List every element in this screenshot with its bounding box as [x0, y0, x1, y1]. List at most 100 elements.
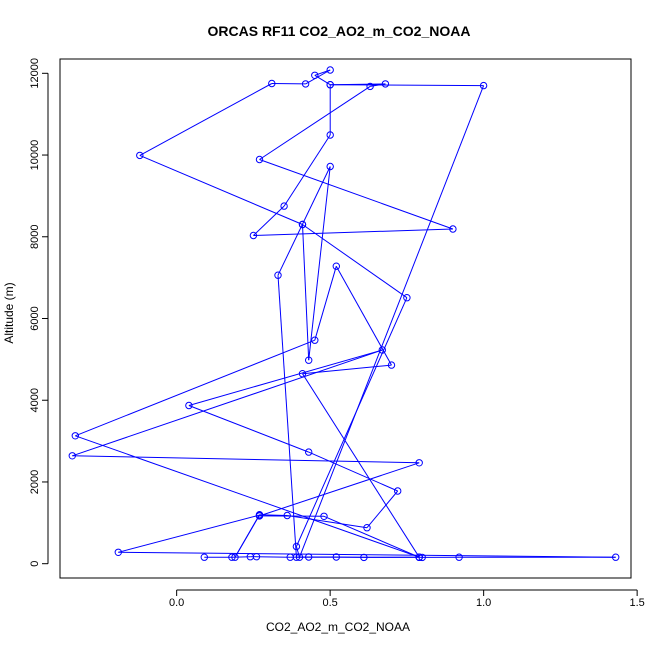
x-tick-label: 0.5 — [323, 597, 338, 609]
series-segment — [139, 83, 273, 156]
data-point — [378, 346, 386, 354]
data-point — [403, 294, 411, 302]
series-segment — [314, 69, 331, 76]
data-point — [311, 336, 319, 344]
data-point — [298, 370, 307, 378]
y-tick-label: 0 — [29, 561, 41, 567]
y-tick-label: 4000 — [29, 388, 41, 412]
data-point — [252, 553, 261, 561]
data-point — [298, 220, 307, 229]
series-segment — [302, 224, 310, 361]
x-tick-label: 1.0 — [476, 597, 491, 609]
series-segment — [302, 224, 408, 299]
series-segment — [314, 266, 337, 341]
data-point — [228, 553, 236, 561]
data-point — [320, 512, 328, 520]
series-segment — [253, 205, 285, 236]
series-segment — [118, 514, 260, 553]
plot-frame — [59, 58, 632, 579]
data-point — [415, 553, 423, 561]
data-point — [114, 548, 123, 556]
data-point — [280, 202, 288, 210]
series-segment — [259, 85, 371, 160]
data-point — [326, 66, 334, 74]
series-segment — [259, 159, 454, 230]
data-point — [311, 71, 319, 80]
data-point — [394, 487, 402, 495]
series-segment — [75, 435, 420, 558]
data-point — [455, 553, 463, 561]
series-segment — [323, 515, 420, 558]
series-segment — [75, 339, 315, 437]
series-segment — [295, 297, 408, 547]
data-point — [295, 553, 304, 561]
series-segment — [308, 166, 331, 361]
data-point — [71, 432, 80, 440]
data-point — [387, 361, 396, 369]
data-point — [326, 162, 334, 171]
series-segment — [287, 515, 368, 529]
data-point — [305, 448, 313, 456]
data-point — [332, 262, 340, 270]
series-segment — [366, 490, 399, 529]
series-segment — [308, 451, 398, 492]
data-point — [68, 452, 77, 460]
data-point — [231, 553, 239, 561]
data-point — [292, 542, 301, 551]
data-point — [326, 81, 334, 89]
series-segment — [188, 405, 309, 453]
data-point — [479, 81, 488, 90]
y-tick-label: 8000 — [29, 225, 41, 249]
series-segment — [188, 349, 383, 406]
data-point — [366, 82, 374, 91]
x-axis-label: CO2_AO2_m_CO2_NOAA — [266, 620, 410, 634]
series-layer — [68, 66, 620, 562]
data-point — [449, 225, 457, 233]
data-point — [301, 80, 310, 88]
x-tick-label: 0.0 — [169, 597, 184, 609]
data-point — [305, 356, 313, 364]
series-segment — [72, 455, 420, 464]
data-point — [363, 524, 371, 532]
y-axis: 0 2000 4000 6000 8000 10000 12000 — [29, 58, 49, 567]
data-point — [249, 231, 258, 240]
series-segment — [299, 85, 485, 558]
series-segment — [118, 551, 616, 558]
y-tick-label: 6000 — [29, 306, 41, 330]
data-point — [305, 553, 313, 561]
data-point — [255, 512, 264, 520]
data-point — [200, 553, 209, 561]
data-point — [283, 511, 291, 520]
y-tick-label: 10000 — [29, 140, 41, 171]
data-point — [185, 401, 193, 410]
series-segment — [277, 275, 297, 558]
data-point — [415, 459, 423, 467]
data-point — [381, 80, 390, 88]
data-point — [136, 151, 144, 160]
chart-title: ORCAS RF11 CO2_AO2_m_CO2_NOAA — [208, 23, 471, 39]
series-segment — [283, 134, 331, 207]
x-axis: 0.0 0.5 1.0 1.5 — [169, 589, 645, 609]
series-segment — [72, 349, 383, 457]
data-point — [612, 553, 620, 561]
data-point — [326, 131, 334, 139]
series-segment — [256, 556, 291, 558]
series-segment — [259, 462, 420, 517]
series-segment — [330, 84, 484, 87]
y-tick-label: 2000 — [29, 470, 41, 494]
data-point — [255, 155, 264, 164]
data-point — [274, 271, 282, 279]
data-point — [268, 79, 276, 88]
x-tick-label: 1.5 — [629, 597, 644, 609]
data-point — [360, 553, 368, 562]
series-segment — [302, 373, 420, 558]
data-point — [332, 553, 340, 561]
series-segment — [335, 265, 392, 366]
series-segment — [139, 154, 303, 225]
series-segment — [277, 166, 331, 276]
y-axis-label: Altitude (m) — [2, 282, 16, 343]
data-point — [418, 553, 426, 562]
series-segment — [234, 514, 260, 558]
data-point — [292, 553, 301, 561]
